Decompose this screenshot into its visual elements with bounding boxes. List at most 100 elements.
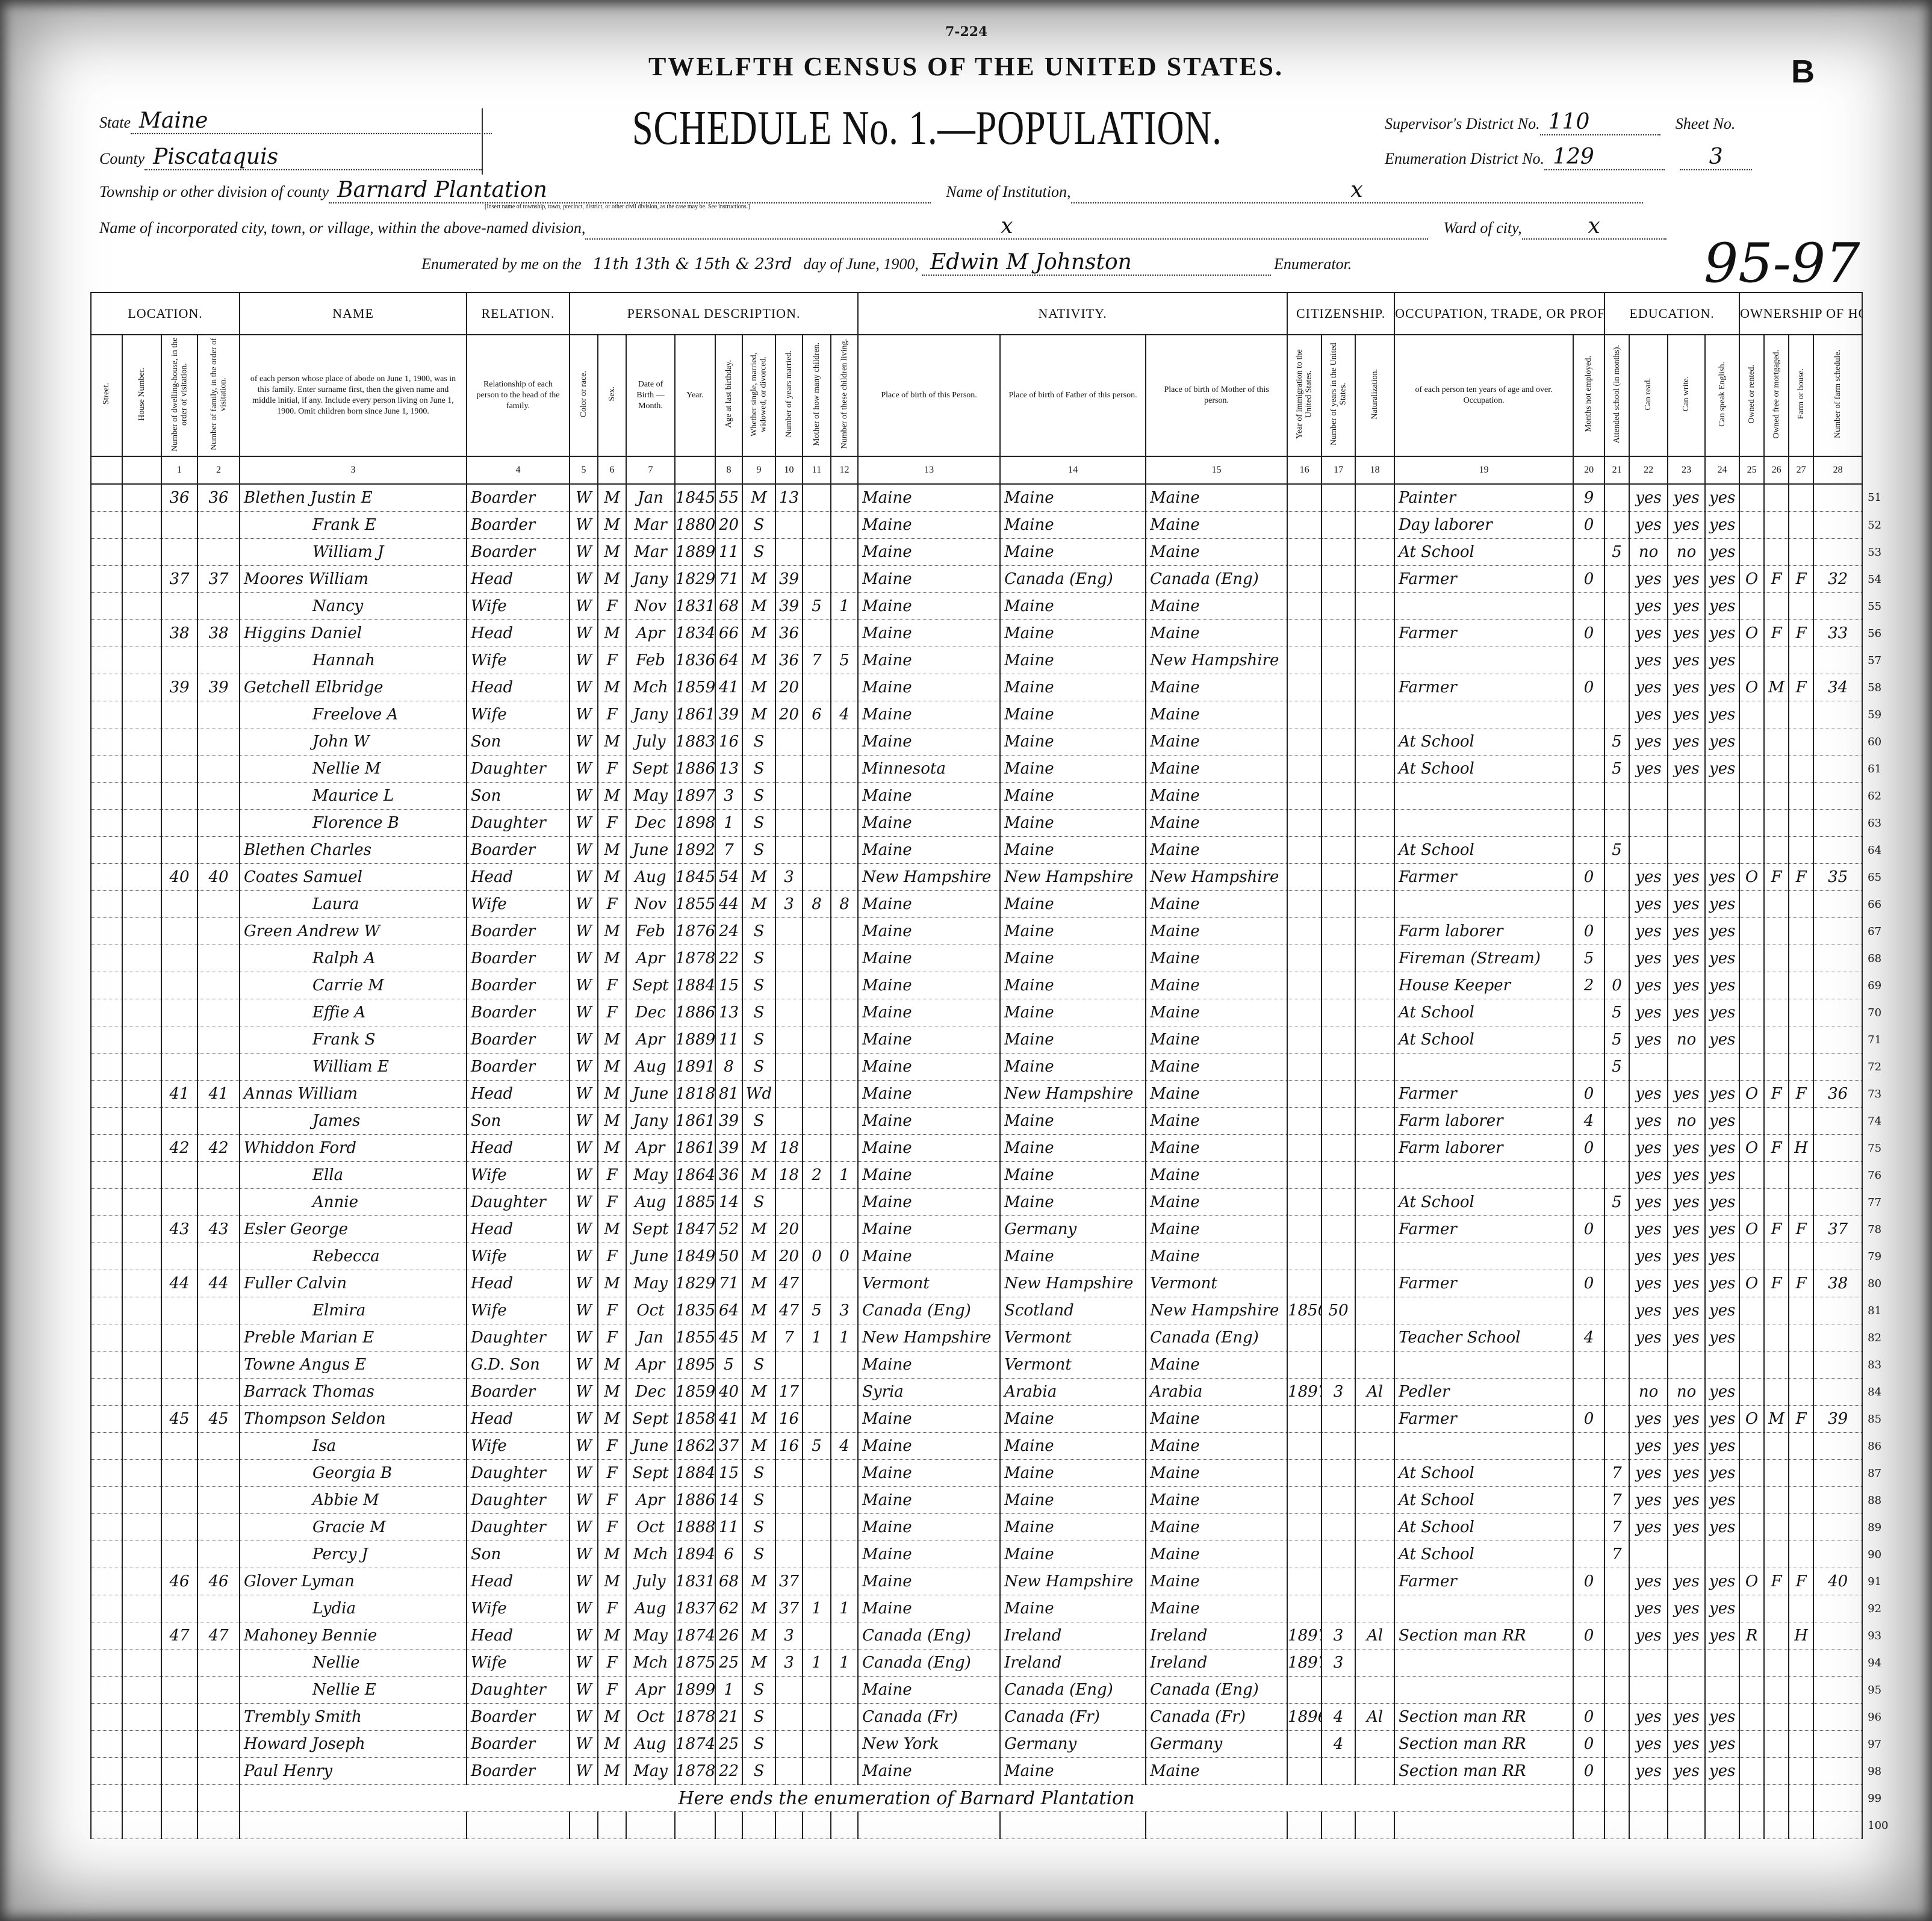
cell-farm-schedule-number: 33 xyxy=(1813,619,1863,647)
column-header-birthplace: Place of birth of this Person. xyxy=(857,334,1001,457)
cell-age: 39 xyxy=(715,1134,743,1162)
cell-months-unemployed xyxy=(1573,1676,1606,1704)
cell-age: 14 xyxy=(715,1486,743,1514)
cell-naturalization xyxy=(1355,1513,1396,1541)
cell-can-write: no xyxy=(1667,1026,1706,1054)
cell-color: W xyxy=(569,1107,598,1135)
cell-naturalization xyxy=(1355,1134,1396,1162)
cell-father-birthplace: Vermont xyxy=(999,1324,1147,1352)
cell-can-read: yes xyxy=(1629,1215,1669,1243)
cell-farm-schedule-number xyxy=(1813,1541,1863,1568)
cell-school-months xyxy=(1604,863,1630,891)
cell-father-birthplace: Maine xyxy=(999,782,1147,810)
cell-owned-rented xyxy=(1739,728,1765,756)
cell-family-number: 38 xyxy=(197,619,240,647)
cell-occupation: Farmer xyxy=(1394,1270,1574,1297)
cell-dwelling-number xyxy=(161,917,198,945)
empty-cell xyxy=(197,1811,240,1839)
cell-color: W xyxy=(569,1080,598,1108)
empty-cell xyxy=(715,1811,743,1839)
cell-name: Higgins Daniel xyxy=(239,619,467,647)
cell-mother-of-children xyxy=(802,1622,831,1649)
cell-can-speak-english: yes xyxy=(1704,1324,1741,1352)
cell-name: Preble Marian E xyxy=(239,1324,467,1352)
cell-street xyxy=(90,1134,123,1162)
cell-years-in-us xyxy=(1321,674,1356,701)
column-label: Place of birth of Father of this person. xyxy=(1008,390,1137,400)
cell-occupation xyxy=(1394,1161,1574,1189)
cell-can-write: yes xyxy=(1667,755,1706,783)
cell-free-mortgaged xyxy=(1763,1703,1790,1731)
cell-can-write: yes xyxy=(1667,1270,1706,1297)
cell-street xyxy=(90,592,123,620)
empty-cell xyxy=(1604,1784,1630,1812)
cell-birth-month: Dec xyxy=(626,1378,676,1406)
cell-age: 40 xyxy=(715,1378,743,1406)
cell-months-unemployed xyxy=(1573,1243,1606,1270)
cell-sex: M xyxy=(597,1730,627,1758)
cell-children-living xyxy=(830,1703,859,1731)
cell-age: 26 xyxy=(715,1622,743,1649)
cell-father-birthplace: Germany xyxy=(999,1215,1147,1243)
cell-can-read: yes xyxy=(1629,755,1669,783)
empty-cell xyxy=(569,1811,598,1839)
cell-dwelling-number xyxy=(161,1107,198,1135)
empty-cell xyxy=(1763,1784,1790,1812)
cell-farm-house xyxy=(1788,1432,1815,1460)
cell-dwelling-number xyxy=(161,1459,198,1487)
cell-years-married xyxy=(775,782,803,810)
cell-relation: Boarder xyxy=(466,999,570,1026)
cell-street xyxy=(90,1107,123,1135)
cell-mother-of-children: 6 xyxy=(802,701,831,728)
cell-children-living xyxy=(830,674,859,701)
cell-occupation: Painter xyxy=(1394,483,1574,512)
cell-color: W xyxy=(569,1757,598,1785)
cell-mother-birthplace: Maine xyxy=(1145,945,1288,972)
cell-age: 11 xyxy=(715,538,743,566)
cell-owned-rented xyxy=(1739,1459,1765,1487)
cell-owned-rented: O xyxy=(1739,863,1765,891)
cell-birth-month: Apr xyxy=(626,1026,676,1054)
cell-can-read: no xyxy=(1629,538,1669,566)
table-row: Preble Marian E Daughter W F Jan 1855 45 M 7 1 1 Ne… xyxy=(90,1324,1892,1352)
cell-birth-year: 1878 xyxy=(674,1703,716,1731)
cell-relation: Boarder xyxy=(466,538,570,566)
cell-house-number xyxy=(122,1432,162,1460)
cell-farm-house: F xyxy=(1788,1215,1815,1243)
line-number: 71 xyxy=(1868,1033,1882,1046)
cell-farm-house: F xyxy=(1788,1080,1815,1108)
cell-school-months: 5 xyxy=(1604,755,1630,783)
cell-owned-rented xyxy=(1739,836,1765,864)
cell-farm-house xyxy=(1788,945,1815,972)
cell-children-living: 5 xyxy=(830,647,859,674)
cell-house-number xyxy=(122,647,162,674)
cell-mother-birthplace: Maine xyxy=(1145,917,1288,945)
empty-cell xyxy=(239,1811,467,1839)
cell-relation: Head xyxy=(466,674,570,701)
cell-age: 66 xyxy=(715,619,743,647)
cell-farm-schedule-number xyxy=(1813,1161,1863,1189)
bracket-divider xyxy=(482,108,485,175)
cell-immigration-year xyxy=(1287,483,1323,512)
cell-street xyxy=(90,1541,123,1568)
column-label: Relationship of each person to the head … xyxy=(476,379,560,411)
cell-father-birthplace: New Hampshire xyxy=(999,1270,1147,1297)
cell-birthplace: Syria xyxy=(857,1378,1001,1406)
cell-years-in-us: 4 xyxy=(1321,1703,1356,1731)
cell-farm-house: F xyxy=(1788,565,1815,593)
cell-dwelling-number xyxy=(161,1378,198,1406)
column-label: Number of years in the United States. xyxy=(1329,343,1348,445)
cell-birthplace: Minnesota xyxy=(857,755,1001,783)
cell-birth-year: 1864 xyxy=(674,1161,716,1189)
cell-months-unemployed xyxy=(1573,1053,1606,1081)
cell-can-speak-english: yes xyxy=(1704,1026,1741,1054)
cell-name: Towne Angus E xyxy=(239,1351,467,1379)
cell-family-number xyxy=(197,890,240,918)
cell-occupation: At School xyxy=(1394,836,1574,864)
cell-owned-rented xyxy=(1739,809,1765,837)
cell-father-birthplace: Maine xyxy=(999,1595,1147,1622)
cell-relation: Wife xyxy=(466,1161,570,1189)
cell-can-write: yes xyxy=(1667,1161,1706,1189)
cell-name: Fuller Calvin xyxy=(239,1270,467,1297)
cell-occupation: At School xyxy=(1394,1026,1574,1054)
